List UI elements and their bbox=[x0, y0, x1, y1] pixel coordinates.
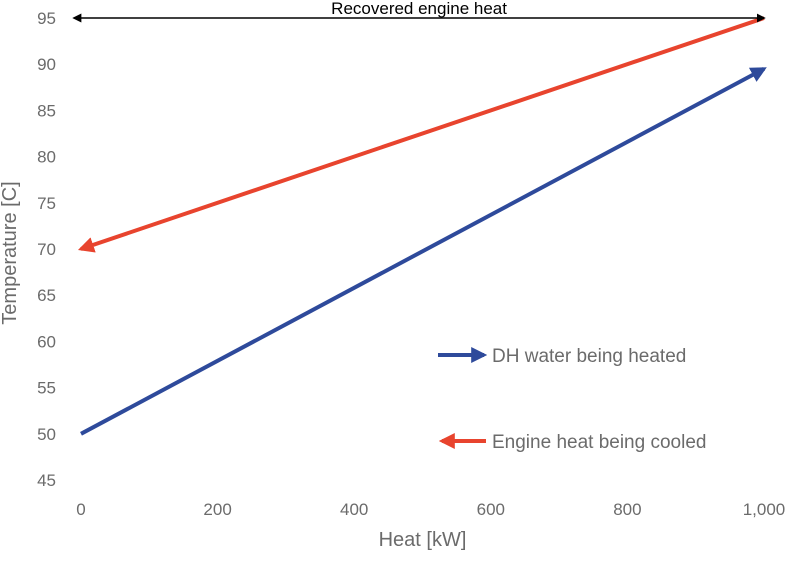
y-tick-label: 80 bbox=[37, 148, 56, 167]
x-axis-ticks: 0 200 400 600 800 1,000 bbox=[76, 500, 785, 519]
annotation-layer: Recovered engine heat bbox=[72, 0, 766, 23]
x-axis-title: Heat [kW] bbox=[379, 529, 467, 551]
x-tick-label: 800 bbox=[613, 500, 641, 519]
x-tick-label: 1,000 bbox=[743, 500, 786, 519]
annotation-label: Recovered engine heat bbox=[331, 0, 507, 18]
x-tick-label: 0 bbox=[76, 500, 85, 519]
y-tick-label: 85 bbox=[37, 101, 56, 120]
series-line-dh-water bbox=[80, 67, 767, 436]
series-layer bbox=[77, 16, 767, 436]
y-tick-label: 70 bbox=[37, 240, 56, 259]
x-tick-label: 200 bbox=[203, 500, 231, 519]
y-tick-label: 65 bbox=[37, 286, 56, 305]
x-tick-label: 600 bbox=[477, 500, 505, 519]
legend: DH water being heated Engine heat being c… bbox=[438, 346, 706, 453]
y-tick-label: 55 bbox=[37, 379, 56, 398]
y-tick-label: 45 bbox=[37, 471, 56, 490]
y-axis-ticks: 45 50 55 60 65 70 75 80 85 90 95 bbox=[37, 9, 56, 490]
series-line-engine-heat bbox=[77, 16, 765, 253]
y-tick-label: 90 bbox=[37, 55, 56, 74]
y-tick-label: 95 bbox=[37, 9, 56, 28]
legend-label: DH water being heated bbox=[492, 346, 686, 367]
y-axis-title: Temperature [C] bbox=[0, 181, 21, 324]
legend-label: Engine heat being cooled bbox=[492, 432, 706, 453]
y-tick-label: 60 bbox=[37, 332, 56, 351]
y-tick-label: 75 bbox=[37, 194, 56, 213]
y-tick-label: 50 bbox=[37, 425, 56, 444]
x-tick-label: 400 bbox=[340, 500, 368, 519]
